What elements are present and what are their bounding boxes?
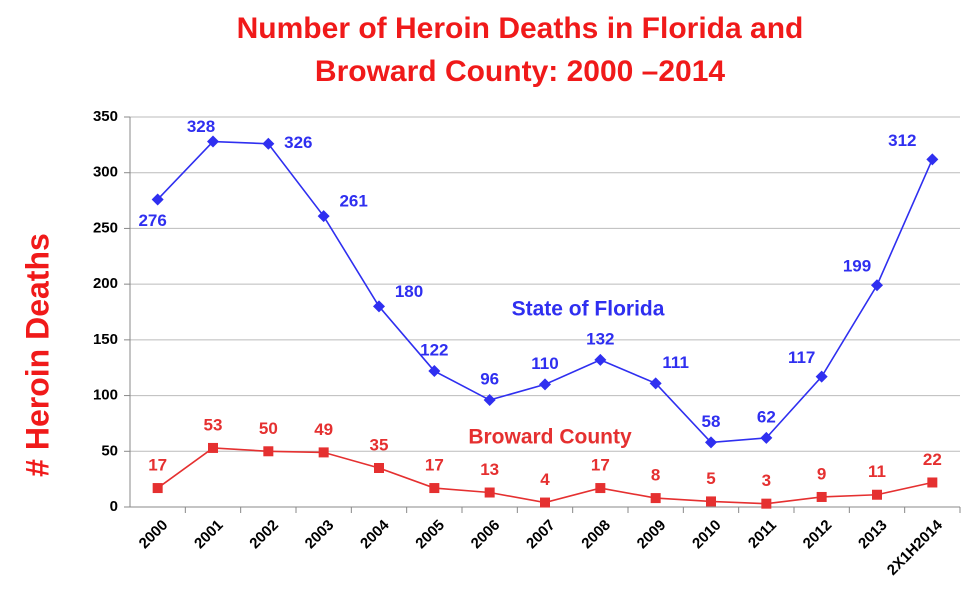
x-tick-label: 2000 <box>136 517 172 553</box>
x-tick-label: 2005 <box>412 517 448 553</box>
point <box>927 477 938 488</box>
data-label: 17 <box>591 456 610 475</box>
point <box>650 493 661 504</box>
point <box>263 446 274 457</box>
x-tick-label: 2006 <box>468 517 504 553</box>
y-tick-label: 0 <box>110 498 118 515</box>
point <box>872 489 882 500</box>
x-tick-label: 2012 <box>800 517 836 553</box>
point <box>318 447 329 458</box>
data-label: 117 <box>788 348 815 367</box>
data-label: 62 <box>757 407 776 426</box>
x-tick-label: 2004 <box>357 516 393 552</box>
line-series <box>157 140 934 444</box>
data-label: 180 <box>395 282 423 301</box>
point <box>926 153 939 166</box>
y-tick-label: 350 <box>93 108 118 125</box>
data-label: 50 <box>259 419 278 438</box>
data-label: 11 <box>868 462 886 481</box>
x-tick-label: 2010 <box>689 517 725 553</box>
point <box>208 442 218 453</box>
series-label: Broward County <box>468 426 632 449</box>
data-label: 4 <box>540 470 550 489</box>
data-label: 110 <box>531 354 558 373</box>
point <box>815 370 828 383</box>
point <box>705 436 717 449</box>
point <box>483 394 496 407</box>
x-tick-label: 2X1H2014 <box>884 516 947 579</box>
chart-title: Broward County: 2000 –2014 <box>315 55 725 88</box>
x-tick-label: 2007 <box>523 517 559 553</box>
x-tick-label: 2013 <box>855 517 891 553</box>
point <box>649 377 662 390</box>
data-label: 96 <box>480 370 499 389</box>
point <box>151 193 164 206</box>
data-label: 5 <box>706 469 715 488</box>
point <box>706 496 716 507</box>
data-label: 199 <box>843 257 871 276</box>
series-label: State of Florida <box>512 298 665 321</box>
data-label: 261 <box>339 192 367 211</box>
point <box>152 483 163 494</box>
data-label: 8 <box>651 466 660 485</box>
point <box>816 491 827 502</box>
data-label: 328 <box>187 117 215 136</box>
data-label: 17 <box>148 456 167 475</box>
chart-title: Number of Heroin Deaths in Florida and <box>237 12 804 45</box>
x-tick-label: 2003 <box>302 517 338 553</box>
point <box>594 353 607 366</box>
data-label: 9 <box>817 464 826 483</box>
data-label: 49 <box>314 420 333 439</box>
y-tick-label: 150 <box>93 331 118 348</box>
data-label: 132 <box>586 329 614 348</box>
y-axis-label: # Heroin Deaths <box>19 233 55 477</box>
data-label: 22 <box>923 450 942 469</box>
data-label: 58 <box>702 412 721 431</box>
y-tick-label: 50 <box>101 442 118 459</box>
point <box>207 135 219 148</box>
point <box>317 210 330 223</box>
point <box>761 498 772 509</box>
point <box>428 365 441 378</box>
x-tick-label: 2001 <box>191 517 227 553</box>
point <box>429 483 440 494</box>
point <box>539 378 551 391</box>
point <box>262 137 275 150</box>
point <box>484 487 495 498</box>
point <box>374 463 384 473</box>
data-label: 111 <box>662 353 689 372</box>
x-tick-label: 2009 <box>634 517 670 553</box>
data-label: 35 <box>370 435 389 454</box>
point <box>871 279 883 292</box>
data-label: 17 <box>425 456 444 475</box>
data-label: 122 <box>420 341 448 360</box>
y-tick-label: 100 <box>93 387 118 404</box>
y-tick-label: 250 <box>93 219 118 236</box>
point <box>540 497 550 508</box>
data-label: 53 <box>204 415 223 434</box>
x-tick-label: 2011 <box>745 517 780 552</box>
data-label: 276 <box>138 211 166 230</box>
y-tick-label: 300 <box>93 164 118 181</box>
y-tick-label: 200 <box>93 275 118 292</box>
data-label: 13 <box>480 460 499 479</box>
point <box>373 300 385 313</box>
point <box>595 483 606 494</box>
data-label: 326 <box>284 133 312 152</box>
x-tick-label: 2008 <box>578 517 614 553</box>
data-label: 3 <box>762 471 771 490</box>
x-tick-label: 2002 <box>246 517 282 553</box>
data-label: 312 <box>888 131 916 150</box>
point <box>760 431 773 444</box>
